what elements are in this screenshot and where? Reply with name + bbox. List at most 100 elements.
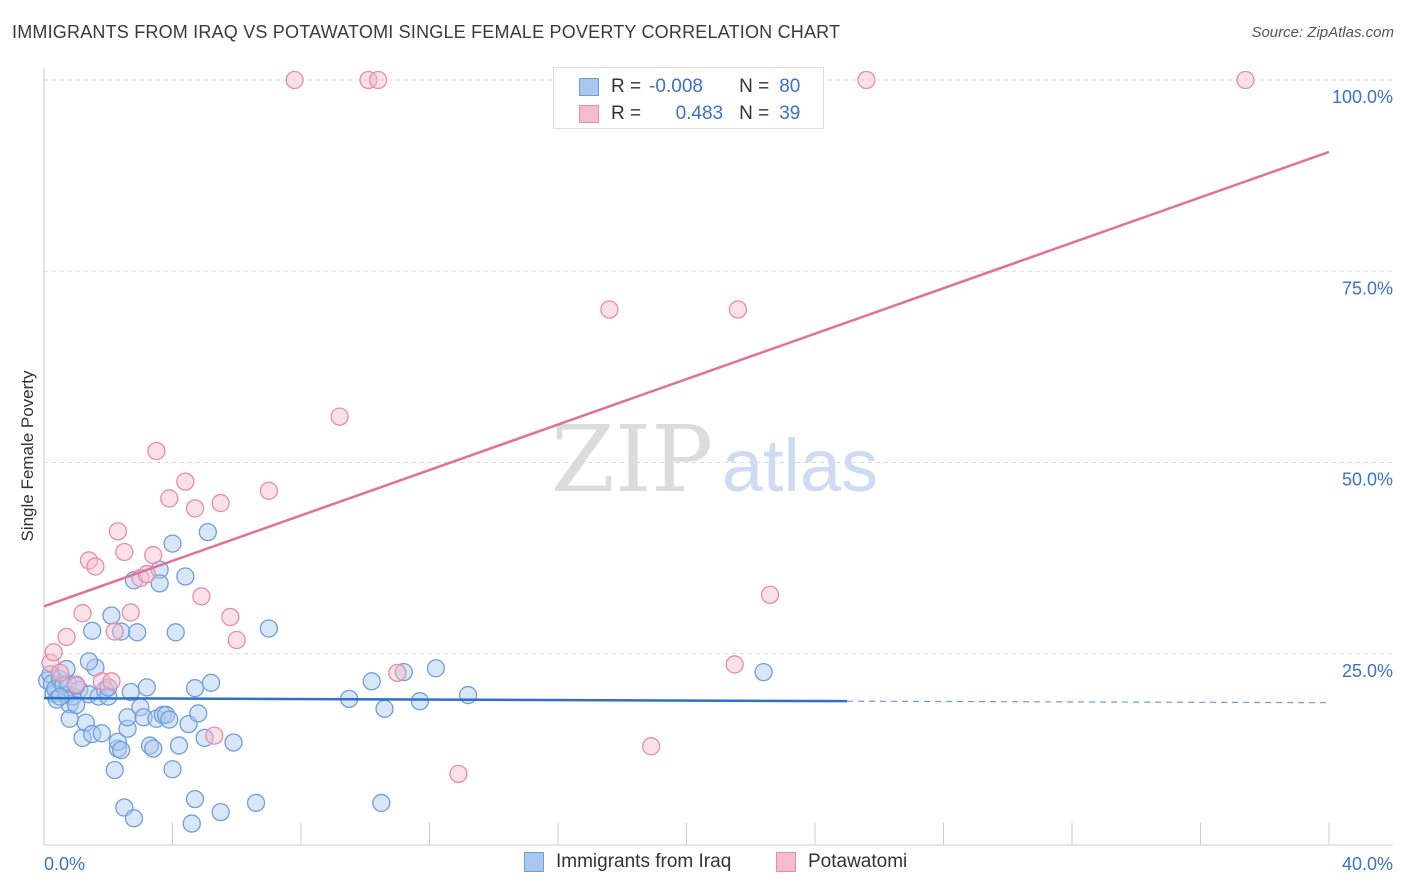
potawatomi-point — [449, 764, 468, 784]
axes — [43, 68, 1393, 846]
source-label: Source: ZipAtlas.com — [1251, 24, 1394, 41]
iraq-point — [111, 740, 131, 760]
potawatomi-point — [121, 603, 140, 622]
legend-swatch-potawatomi — [776, 852, 796, 872]
iraq-point — [99, 687, 118, 706]
y-tick-label: 75.0% — [1342, 278, 1393, 298]
stats-box: R = -0.008 N = 80 R = 0.483 N = 39 — [553, 67, 824, 129]
iraq-point — [105, 760, 124, 780]
iraq-point — [66, 695, 86, 715]
iraq-point — [246, 793, 266, 813]
iraq-point — [182, 814, 201, 833]
iraq-point — [169, 736, 189, 755]
potawatomi-point — [728, 300, 748, 319]
potawatomi-point — [857, 70, 876, 90]
iraq-point — [76, 713, 95, 732]
iraq-point — [89, 687, 108, 706]
iraq-point — [92, 724, 111, 743]
iraq-point — [259, 619, 279, 638]
iraq-point — [79, 652, 99, 671]
iraq-point — [118, 708, 137, 727]
iraq-point — [375, 699, 394, 718]
potawatomi-point — [92, 672, 111, 691]
iraq-point — [185, 789, 205, 809]
potawatomi-point — [105, 622, 124, 641]
iraq-point — [83, 724, 102, 744]
watermark: ZIP atlas — [551, 406, 878, 513]
legend-label-iraq: Immigrants from Iraq — [556, 851, 732, 872]
potawatomi-point — [185, 499, 205, 518]
x-tick-labels: 0.0% 40.0% — [44, 854, 1393, 874]
stats-n-value: 39 — [779, 103, 801, 124]
iraq-point — [73, 728, 92, 748]
potawatomi-point — [66, 675, 86, 694]
iraq-point — [102, 606, 121, 625]
trend-lines — [43, 150, 1330, 704]
stats-n-label: N = — [739, 103, 770, 124]
potawatomi-point — [642, 737, 661, 756]
potawatomi-point — [259, 481, 279, 500]
iraq-point — [458, 685, 478, 705]
stats-n-value: 80 — [779, 76, 801, 97]
potawatomi-point — [330, 407, 349, 426]
potawatomi-point — [725, 655, 744, 674]
stats-r-label: R = — [611, 76, 642, 97]
iraq-point — [140, 736, 160, 755]
potawatomi-point — [73, 604, 92, 623]
potawatomi-point — [44, 643, 63, 662]
potawatomi-point — [368, 70, 388, 90]
potawatomi-point — [102, 672, 121, 691]
potawatomi-point — [211, 493, 230, 513]
iraq-point — [163, 760, 182, 779]
potawatomi-point — [1236, 70, 1255, 90]
stats-row-potawatomi: R = 0.483 N = 39 — [554, 101, 800, 127]
iraq-point — [185, 679, 205, 698]
y-tick-label: 50.0% — [1342, 470, 1393, 490]
legend-item-potawatomi[interactable]: Potawatomi — [776, 851, 907, 873]
iraq-point — [224, 733, 243, 752]
iraq-point — [211, 802, 230, 822]
potawatomi-point — [57, 627, 76, 647]
iraq-point — [160, 710, 179, 729]
chart-title: IMMIGRANTS FROM IRAQ VS POTAWATOMI SINGL… — [12, 22, 841, 42]
iraq-point — [111, 622, 131, 641]
potawatomi-point — [86, 557, 105, 576]
iraq-point — [124, 809, 144, 828]
stats-r-value: -0.008 — [649, 76, 703, 97]
potawatomi-point — [192, 587, 211, 606]
y-tick-label: 25.0% — [1342, 661, 1393, 681]
iraq-point — [137, 678, 156, 697]
watermark-atlas: atlas — [722, 424, 878, 507]
potawatomi-point — [115, 542, 134, 562]
potawatomi-point — [227, 630, 246, 650]
stats-n-label: N = — [739, 76, 770, 97]
iraq-point — [128, 623, 147, 642]
stats-r-label: R = — [611, 103, 642, 124]
potawatomi-point — [144, 545, 163, 565]
iraq-point — [754, 662, 773, 682]
watermark-zip: ZIP — [551, 406, 713, 513]
legend-swatch-iraq — [524, 852, 544, 872]
potawatomi-point — [388, 663, 407, 683]
iraq-point — [410, 692, 430, 711]
potawatomi-point — [41, 653, 60, 673]
trend-line-iraq-extension — [847, 700, 1330, 704]
trend-line-potawatomi — [43, 150, 1330, 608]
iraq-point — [372, 793, 391, 813]
iraq-point — [201, 673, 221, 692]
iraq-point — [83, 621, 102, 640]
series-potawatomi-points — [41, 70, 1255, 784]
x-tick-label-max: 40.0% — [1342, 854, 1393, 874]
potawatomi-point — [600, 300, 619, 319]
series-iraq-points — [38, 522, 773, 833]
legend-item-iraq[interactable]: Immigrants from Iraq — [524, 851, 731, 873]
legend-label-potawatomi: Potawatomi — [808, 851, 908, 872]
legend: Immigrants from Iraq Potawatomi — [0, 851, 1406, 879]
iraq-point — [176, 567, 195, 586]
potawatomi-point — [359, 70, 378, 90]
stats-r-value: 0.483 — [675, 103, 724, 124]
potawatomi-point — [760, 585, 780, 604]
iraq-point — [150, 574, 169, 593]
x-tick-label-min: 0.0% — [44, 854, 85, 874]
